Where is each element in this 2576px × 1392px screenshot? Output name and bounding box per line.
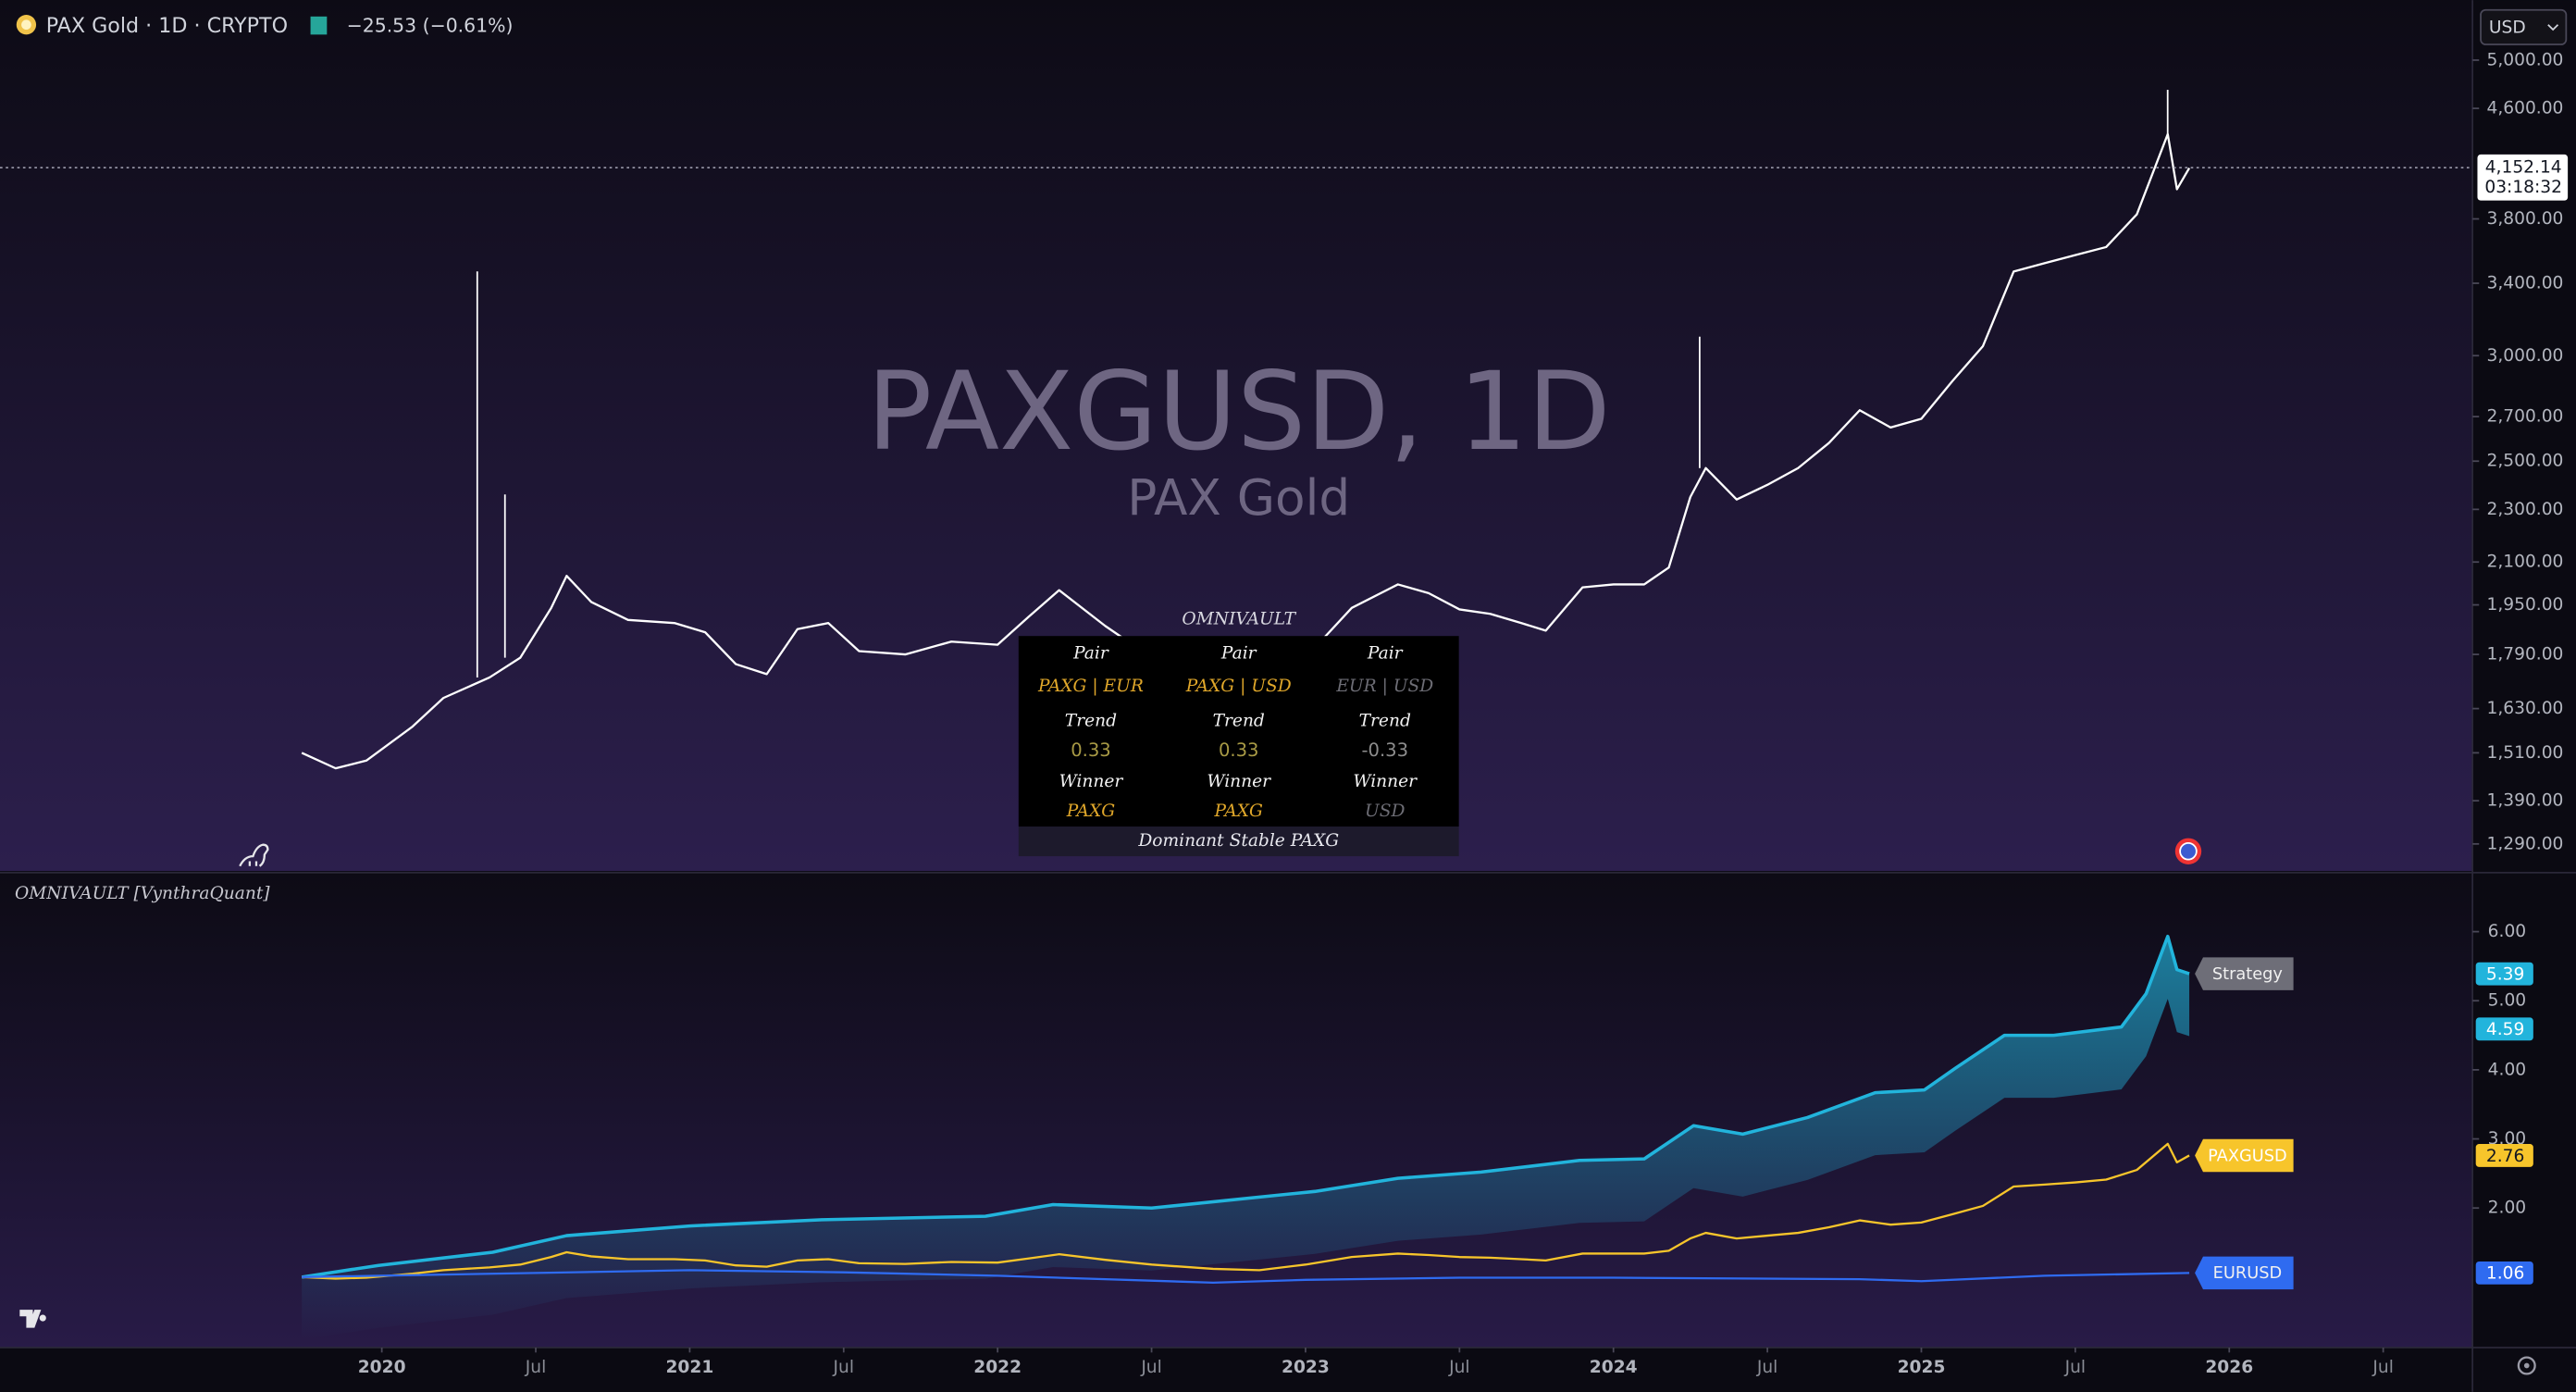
table-cell: -0.33 xyxy=(1362,740,1409,761)
x-tick-label: 2026 xyxy=(2205,1358,2253,1377)
table-cell: 0.33 xyxy=(1071,740,1110,761)
legend-label: PAXGUSD xyxy=(2208,1147,2287,1165)
table-footer-bg xyxy=(1018,826,1459,857)
y-tick-label: 1,630.00 xyxy=(2486,699,2563,718)
table-cell: Winner xyxy=(1207,772,1271,791)
symbol-icon-inner xyxy=(21,19,31,31)
line-series xyxy=(301,132,2191,770)
currency-caret[interactable] xyxy=(2547,24,2559,31)
y-tick-label: 5.00 xyxy=(2488,991,2526,1011)
y-tick-label: 1,790.00 xyxy=(2486,645,2563,665)
y-tick-label: 1,290.00 xyxy=(2486,834,2563,853)
last-price-box xyxy=(2477,154,2569,201)
y-tick-label: 2,100.00 xyxy=(2486,553,2563,572)
table-cell: Pair xyxy=(1367,644,1404,664)
last-value-box xyxy=(2475,1144,2533,1167)
y-tick-label: 1,950.00 xyxy=(2486,595,2563,615)
y-tick-label: 2.00 xyxy=(2488,1199,2526,1218)
table-footer: Dominant Stable PAXG xyxy=(1137,831,1339,851)
table-cell: PAXG | EUR xyxy=(1037,677,1144,696)
settings-button-dot[interactable] xyxy=(2523,1362,2530,1369)
y-tick-label: 5,000.00 xyxy=(2486,50,2563,69)
tradingview-logo xyxy=(19,1310,46,1328)
table-cell: PAXG | USD xyxy=(1185,677,1292,696)
legend-tag xyxy=(2195,1138,2294,1173)
x-tick-label: Jul xyxy=(2372,1358,2393,1377)
y-tick-label: 3,000.00 xyxy=(2486,346,2563,366)
x-tick-label: 2020 xyxy=(358,1358,406,1377)
y-tick-label: 3,800.00 xyxy=(2486,209,2563,229)
x-tick-label: Jul xyxy=(2064,1358,2086,1377)
table-title: OMNIVAULT xyxy=(1182,609,1296,628)
x-tick-label: Jul xyxy=(525,1358,546,1377)
legend-label: Strategy xyxy=(2212,965,2283,984)
y-tick-label: 3.00 xyxy=(2488,1129,2526,1149)
band-value-label: 4.59 xyxy=(2486,1020,2524,1039)
settings-button[interactable] xyxy=(2517,1356,2536,1375)
x-tick-label: 2022 xyxy=(973,1358,1022,1377)
y-tick-label: 2,300.00 xyxy=(2486,500,2563,519)
last-value-label: 1.06 xyxy=(2486,1264,2524,1284)
y-tick-label: 2,500.00 xyxy=(2486,452,2563,471)
line-series xyxy=(301,934,2190,1279)
y-tick-label: 3,400.00 xyxy=(2486,274,2563,293)
table-cell: EUR | USD xyxy=(1335,677,1433,696)
x-tick-label: 2024 xyxy=(1590,1358,1638,1377)
table-cell: PAXG xyxy=(1066,802,1116,821)
currency-label[interactable]: USD xyxy=(2489,19,2526,38)
band-value-box xyxy=(2475,1017,2533,1041)
table-cell: Trend xyxy=(1213,712,1265,731)
last-value-label: 5.39 xyxy=(2486,965,2524,985)
x-tick-label: Jul xyxy=(833,1358,854,1377)
table-cell: Trend xyxy=(1065,712,1117,731)
table-cell: Winner xyxy=(1059,772,1124,791)
last-price-label: 4,152.14 xyxy=(2485,158,2562,178)
last-value-box xyxy=(2475,962,2533,986)
legend-tag xyxy=(2195,1256,2294,1290)
table-cell: Winner xyxy=(1353,772,1418,791)
symbol-title: PAX Gold · 1D · CRYPTO xyxy=(46,14,288,38)
event-flag-inner[interactable] xyxy=(2179,842,2198,861)
x-tick-label: Jul xyxy=(1756,1358,1777,1377)
y-tick-label: 4.00 xyxy=(2488,1060,2526,1079)
y-tick-label: 1,510.00 xyxy=(2486,743,2563,763)
currency-button[interactable] xyxy=(2480,8,2568,45)
last-value-box xyxy=(2475,1261,2533,1285)
x-tick-label: Jul xyxy=(1448,1358,1469,1377)
last-value-label: 2.76 xyxy=(2486,1147,2524,1166)
x-tick-label: 2025 xyxy=(1898,1358,1946,1377)
strategy-glow xyxy=(302,936,2190,1340)
dino-icon xyxy=(239,843,269,867)
line-series xyxy=(302,1142,2190,1280)
y-tick-label: 4,600.00 xyxy=(2486,99,2563,118)
line-series xyxy=(302,1269,2190,1285)
x-tick-label: 2021 xyxy=(665,1358,713,1377)
table-cell: Pair xyxy=(1220,644,1257,664)
table-cell: Trend xyxy=(1359,712,1411,731)
x-tick-label: Jul xyxy=(1140,1358,1161,1377)
table-body xyxy=(1018,636,1459,827)
table-cell: 0.33 xyxy=(1219,740,1258,761)
indicator-title: OMNIVAULT [VynthraQuant] xyxy=(15,884,270,903)
table-cell: Pair xyxy=(1072,644,1109,664)
table-cell: USD xyxy=(1365,802,1405,821)
countdown-label: 03:18:32 xyxy=(2484,178,2562,197)
x-tick-label: 2023 xyxy=(1282,1358,1330,1377)
market-status xyxy=(310,16,328,35)
omnivault-table: OMNIVAULT Pair Pair Pair PAXG | EUR PAXG | US… xyxy=(1018,609,1459,857)
price-change: −25.53 (−0.61%) xyxy=(347,14,514,36)
legend-tag xyxy=(2195,957,2294,990)
table-cell: PAXG xyxy=(1214,802,1264,821)
legend-label: EURUSD xyxy=(2213,1264,2282,1283)
y-tick-label: 1,390.00 xyxy=(2486,791,2563,811)
y-tick-label: 2,700.00 xyxy=(2486,407,2563,427)
y-tick-label: 6.00 xyxy=(2488,922,2526,941)
watermark-title: PAXGUSD, 1D xyxy=(867,348,1611,475)
watermark-subtitle: PAX Gold xyxy=(1127,469,1350,527)
